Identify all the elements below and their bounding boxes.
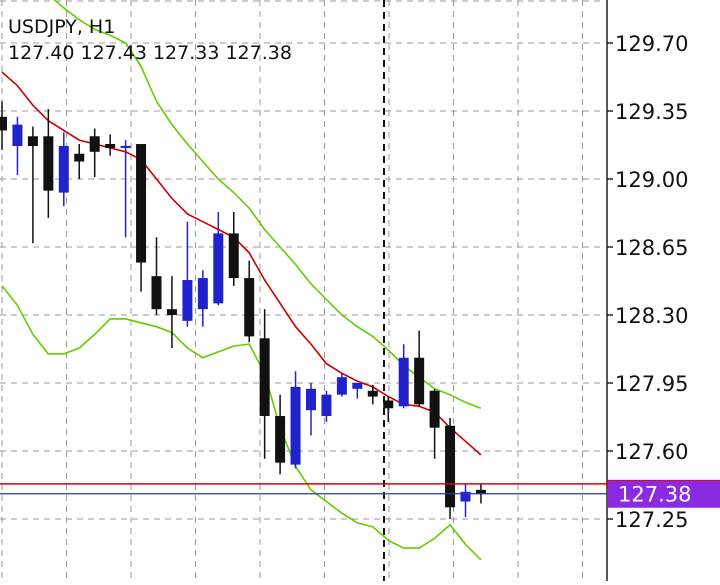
candle-body (244, 278, 255, 337)
candle-body (306, 388, 316, 411)
candle-body (43, 136, 54, 191)
open-price-label: 127.40 (8, 42, 75, 64)
candle-body (151, 276, 162, 310)
candle-body (383, 400, 394, 409)
y-tick-label: 127.25 (615, 508, 688, 532)
candle-body (367, 390, 378, 397)
y-tick-label: 128.30 (615, 304, 688, 328)
candle-body (197, 278, 208, 310)
candle-body (12, 124, 23, 146)
candle-body (136, 144, 147, 263)
candle-body (105, 144, 116, 148)
candle-body (228, 233, 239, 279)
candle-body (445, 425, 456, 508)
y-tick-label: 129.00 (615, 168, 688, 192)
candle-body (27, 136, 38, 146)
lower-band-line (1, 285, 482, 561)
candle-body (321, 394, 332, 417)
y-tick-label: 127.95 (615, 372, 688, 396)
candle-body (460, 491, 471, 502)
close-price-label: 127.38 (225, 42, 292, 64)
high-price-label: 127.43 (80, 42, 147, 64)
candle-body (259, 338, 270, 417)
candle-body (475, 489, 486, 494)
y-tick-label: 129.35 (615, 100, 688, 124)
candle-body (120, 145, 131, 148)
candle-body (182, 280, 193, 321)
y-tick-label: 129.70 (615, 32, 688, 56)
candle-body (74, 153, 85, 162)
candle-body (89, 136, 100, 152)
candle-body (0, 116, 7, 131)
current-price-label: 127.38 (618, 483, 691, 507)
candle-body (352, 383, 363, 389)
candle-body (290, 386, 301, 465)
y-tick-label: 127.60 (615, 440, 688, 464)
low-price-label: 127.33 (152, 42, 220, 64)
chart-header: USDJPY, H1 127.40 127.43 127.33 127.38 (8, 14, 298, 66)
middle-band-line (1, 71, 482, 456)
candle-body (275, 416, 286, 463)
current-price-tag (608, 480, 720, 508)
symbol-timeframe-label: USDJPY, H1 (8, 16, 116, 38)
candle-body (398, 357, 409, 407)
candle-body (58, 145, 69, 193)
candle-body (213, 233, 224, 304)
candle-body (166, 309, 177, 315)
candle-body (414, 357, 425, 405)
y-tick-label: 128.65 (615, 236, 688, 260)
candle-body (336, 377, 347, 395)
candle-body (429, 390, 440, 428)
